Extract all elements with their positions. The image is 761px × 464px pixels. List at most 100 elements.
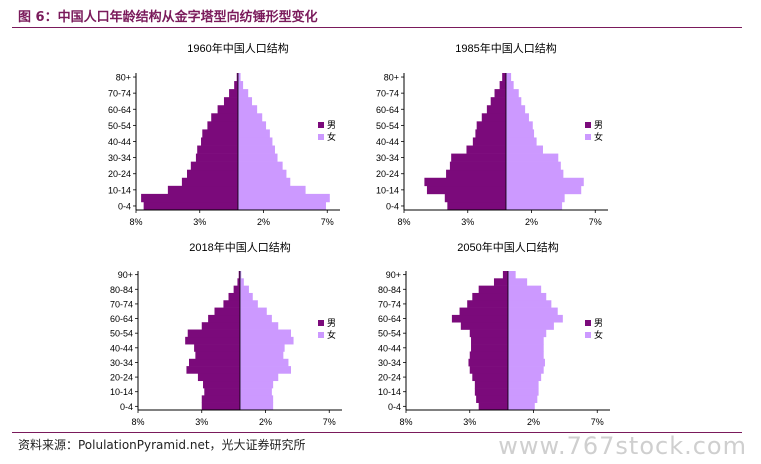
y-tick-label: 50-54 — [108, 121, 131, 131]
y-tick-label: 10-14 — [108, 185, 131, 195]
legend-label-female: 女 — [327, 131, 336, 142]
bar-male-65-69 — [214, 307, 240, 316]
bar-male-90+ — [238, 271, 240, 279]
bar-male-25-29 — [469, 366, 508, 374]
y-tick-label: 60-64 — [108, 105, 131, 115]
bar-male-60-64 — [486, 105, 506, 114]
bar-male-45-49 — [185, 336, 240, 345]
bar-male-75-79 — [228, 292, 240, 301]
bar-female-10-14 — [240, 388, 272, 396]
legend-label-female: 女 — [594, 329, 603, 340]
bar-female-90+ — [240, 271, 242, 279]
bar-male-15-19 — [424, 177, 506, 187]
bar-male-5-9 — [141, 193, 238, 203]
bar-female-15-19 — [240, 380, 274, 389]
bar-female-60-64 — [240, 314, 272, 323]
bar-female-75-79 — [508, 292, 547, 301]
bar-female-30-34 — [240, 358, 289, 367]
bar-female-50-54 — [238, 121, 267, 130]
bar-male-40-44 — [201, 137, 238, 146]
legend-swatch-female — [585, 332, 591, 338]
y-tick-label: 40-44 — [110, 343, 133, 353]
bar-male-10-14 — [167, 185, 238, 195]
y-tick-label: 20-24 — [378, 373, 401, 383]
y-tick-label: 50-54 — [376, 121, 399, 131]
bar-male-35-39 — [197, 145, 238, 154]
y-tick-label: 90+ — [118, 270, 133, 280]
bar-male-25-29 — [186, 366, 240, 374]
bar-female-75-79 — [240, 292, 253, 301]
bar-male-80+ — [236, 73, 238, 82]
x-tick-label: 7% — [321, 217, 334, 227]
bar-female-15-19 — [508, 380, 539, 389]
x-tick-label: 3% — [461, 217, 474, 227]
bar-male-60-64 — [217, 105, 238, 114]
y-tick-label: 70-74 — [108, 89, 131, 99]
bar-female-35-39 — [508, 351, 544, 360]
legend-label-female: 女 — [594, 131, 603, 142]
bar-male-30-34 — [189, 358, 240, 367]
bar-female-30-34 — [508, 358, 545, 367]
bar-male-85-89 — [493, 278, 508, 286]
legend-label-male: 男 — [594, 120, 603, 130]
y-tick-label: 40-44 — [376, 137, 399, 147]
bar-male-20-24 — [446, 169, 506, 179]
y-tick-label: 0-4 — [120, 402, 133, 412]
bar-female-35-39 — [240, 351, 284, 360]
legend-label-male: 男 — [327, 120, 336, 130]
y-tick-label: 90+ — [386, 270, 401, 280]
y-tick-label: 50-54 — [110, 329, 133, 339]
bar-female-5-9 — [238, 193, 330, 203]
bar-female-40-44 — [238, 137, 273, 146]
page-title: 图 6：中国人口年龄结构从金字塔型向纺锤形型变化 — [18, 10, 318, 25]
bar-female-15-19 — [506, 177, 584, 187]
x-tick-label: 8% — [399, 417, 412, 427]
bar-male-45-49 — [475, 129, 506, 138]
pyramid-chart-3: 2018年中国人口结构 0-4 10-14 20-24 30-34 40-44 50-54 6… — [110, 240, 342, 427]
bar-male-80+ — [502, 73, 506, 82]
y-tick-label: 0-4 — [386, 201, 399, 211]
bar-male-50-54 — [476, 121, 506, 130]
x-tick-label: 7% — [591, 417, 604, 427]
bar-male-30-34 — [468, 358, 508, 367]
bar-male-25-29 — [449, 161, 506, 171]
bar-female-35-39 — [506, 145, 543, 154]
bar-female-40-44 — [508, 344, 544, 352]
bar-female-75-79 — [238, 81, 244, 90]
bar-female-45-49 — [508, 336, 544, 345]
charts-container: 1960年中国人口结构 0-4 10-14 20-24 30-34 40-44 50-54 6… — [108, 41, 610, 427]
bar-male-0-4 — [143, 201, 238, 211]
bar-female-60-64 — [506, 105, 526, 114]
y-tick-label: 60-64 — [378, 314, 401, 324]
bar-male-30-34 — [195, 153, 238, 162]
y-tick-label: 20-24 — [110, 373, 133, 383]
chart-title: 2050年中国人口结构 — [457, 240, 558, 254]
bar-female-70-74 — [508, 300, 552, 308]
bar-female-65-69 — [508, 307, 558, 316]
footer-rule — [12, 432, 742, 433]
bar-female-45-49 — [240, 336, 294, 345]
x-tick-label: 2% — [525, 217, 538, 227]
bar-female-75-79 — [506, 81, 514, 90]
y-tick-label: 30-34 — [376, 153, 399, 163]
bar-male-10-14 — [474, 388, 508, 396]
bar-male-60-64 — [208, 314, 240, 323]
bar-female-20-24 — [240, 373, 279, 382]
bar-female-40-44 — [240, 344, 285, 352]
bar-female-0-4 — [506, 201, 563, 211]
bar-male-70-74 — [494, 89, 506, 98]
pyramid-chart-4: 2050年中国人口结构 0-4 10-14 20-24 30-34 40-44 50-54 6… — [378, 240, 610, 427]
bar-male-75-79 — [499, 81, 506, 90]
legend-swatch-male — [585, 320, 591, 326]
bar-female-15-19 — [238, 177, 291, 187]
y-tick-label: 70-74 — [378, 299, 401, 309]
bar-male-80-84 — [233, 285, 240, 294]
bar-female-0-4 — [508, 402, 535, 411]
bar-male-70-74 — [467, 300, 508, 308]
y-tick-label: 70-74 — [110, 299, 133, 309]
bar-female-10-14 — [506, 185, 582, 195]
bar-male-50-54 — [207, 121, 238, 130]
y-tick-label: 40-44 — [378, 343, 401, 353]
x-tick-label: 3% — [463, 417, 476, 427]
legend-swatch-male — [318, 122, 324, 128]
